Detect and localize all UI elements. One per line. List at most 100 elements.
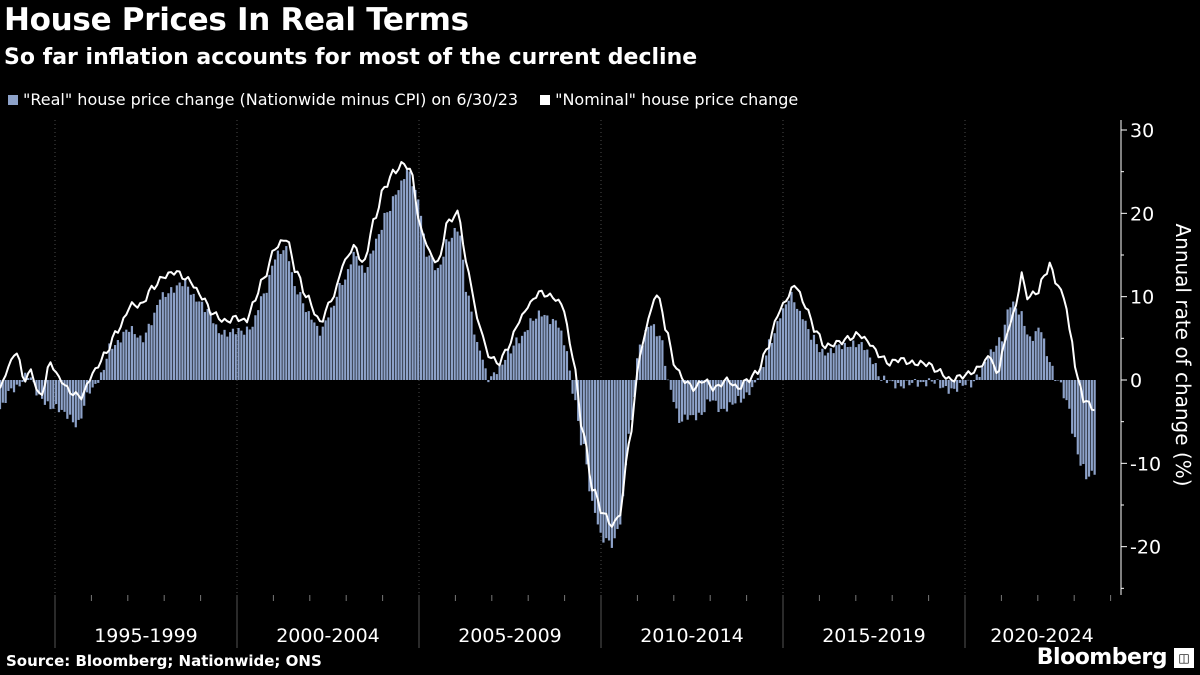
real-price-bar bbox=[195, 301, 198, 380]
legend-item-nominal: "Nominal" house price change bbox=[540, 90, 798, 109]
real-price-bar bbox=[970, 380, 973, 388]
real-price-bar bbox=[433, 270, 437, 380]
real-price-bar bbox=[369, 253, 372, 380]
real-price-bar bbox=[220, 334, 223, 380]
real-price-bar bbox=[158, 299, 162, 380]
real-price-bar bbox=[476, 342, 479, 380]
real-price-bar bbox=[765, 355, 768, 380]
real-price-bar bbox=[1045, 356, 1049, 380]
real-price-bar bbox=[877, 376, 880, 380]
real-price-bar bbox=[692, 380, 695, 416]
real-price-bar bbox=[998, 337, 1001, 380]
real-price-bar bbox=[672, 380, 675, 403]
real-price-bar bbox=[891, 380, 894, 382]
real-price-bar bbox=[664, 365, 667, 380]
real-price-bar bbox=[456, 231, 459, 380]
real-price-bar bbox=[276, 250, 279, 380]
real-price-bar bbox=[490, 376, 493, 380]
real-price-bar bbox=[599, 380, 602, 533]
real-price-bar bbox=[781, 308, 785, 380]
real-price-bar bbox=[801, 319, 804, 380]
real-price-bar bbox=[41, 380, 44, 399]
real-price-bar bbox=[156, 304, 159, 380]
real-price-bar bbox=[487, 380, 490, 383]
y-tick-label: 30 bbox=[1130, 120, 1154, 142]
real-price-bar bbox=[616, 380, 619, 530]
real-price-bar bbox=[650, 325, 653, 380]
real-price-bar bbox=[807, 329, 810, 380]
real-price-bar bbox=[445, 239, 448, 380]
real-price-bar bbox=[843, 342, 846, 380]
real-price-bar bbox=[644, 330, 647, 380]
real-price-bar bbox=[723, 380, 726, 409]
real-price-bar bbox=[829, 348, 832, 380]
real-price-bar bbox=[546, 315, 549, 380]
real-price-bar bbox=[1059, 380, 1063, 383]
real-price-bar bbox=[251, 326, 254, 380]
real-price-bar bbox=[358, 265, 361, 380]
real-price-bar bbox=[520, 335, 524, 380]
real-price-bar bbox=[504, 359, 507, 380]
real-price-bar bbox=[936, 379, 939, 380]
real-price-bar bbox=[582, 380, 585, 444]
real-price-bar bbox=[113, 345, 117, 380]
real-price-bar bbox=[534, 318, 538, 380]
real-price-bar bbox=[506, 349, 510, 380]
real-price-bar bbox=[400, 180, 403, 380]
real-price-bar bbox=[958, 380, 962, 383]
real-price-bar bbox=[776, 321, 779, 380]
real-price-bar bbox=[986, 358, 990, 380]
real-price-bar bbox=[279, 253, 282, 380]
real-price-bar bbox=[142, 342, 145, 380]
real-price-bar bbox=[767, 339, 771, 380]
real-price-bar bbox=[883, 375, 886, 380]
real-price-bar bbox=[773, 333, 776, 380]
real-price-bar bbox=[885, 380, 889, 384]
real-price-bar bbox=[1087, 380, 1091, 477]
real-price-bar bbox=[683, 380, 686, 415]
legend-swatch-nominal bbox=[540, 94, 551, 105]
real-price-bar bbox=[462, 259, 465, 380]
real-price-bar bbox=[950, 380, 953, 389]
real-price-bar bbox=[0, 380, 2, 410]
real-price-bar bbox=[231, 328, 235, 380]
real-price-bar bbox=[509, 353, 512, 380]
real-price-bar bbox=[136, 337, 139, 380]
real-price-bar bbox=[984, 361, 987, 380]
real-price-bar bbox=[905, 380, 908, 381]
real-price-bar bbox=[770, 342, 773, 380]
real-price-bar bbox=[170, 287, 173, 380]
real-price-bar bbox=[436, 267, 439, 380]
real-price-bar bbox=[175, 285, 178, 380]
real-price-bar bbox=[610, 380, 613, 548]
real-price-bar bbox=[271, 265, 274, 380]
real-price-bar bbox=[69, 380, 72, 415]
real-price-bar bbox=[265, 292, 268, 380]
real-price-bar bbox=[532, 320, 535, 380]
real-price-bar bbox=[860, 342, 863, 380]
x-period-label: 2005-2009 bbox=[458, 625, 562, 647]
real-price-bar bbox=[835, 345, 838, 380]
real-price-bar bbox=[484, 368, 487, 380]
real-price-bar bbox=[751, 380, 754, 388]
real-price-bar bbox=[293, 286, 296, 380]
real-price-bar bbox=[380, 229, 383, 380]
real-price-bar bbox=[164, 296, 167, 380]
real-price-bar bbox=[804, 320, 807, 380]
real-price-bar bbox=[234, 334, 237, 380]
real-price-bar bbox=[703, 380, 706, 413]
real-price-bar bbox=[526, 330, 529, 380]
real-price-bar bbox=[397, 190, 400, 380]
real-price-bar bbox=[321, 326, 324, 380]
real-price-bar bbox=[302, 303, 305, 380]
y-axis-label: Annual rate of change (%) bbox=[1171, 223, 1195, 487]
real-price-bar bbox=[324, 320, 327, 380]
y-tick-label: -10 bbox=[1130, 453, 1161, 475]
real-price-bar bbox=[363, 272, 366, 380]
real-price-bar bbox=[964, 380, 967, 386]
real-price-bar bbox=[689, 380, 692, 416]
real-price-bar bbox=[60, 380, 63, 410]
real-price-bar bbox=[826, 352, 830, 380]
real-price-bar bbox=[818, 352, 821, 380]
real-price-bar bbox=[29, 377, 32, 380]
